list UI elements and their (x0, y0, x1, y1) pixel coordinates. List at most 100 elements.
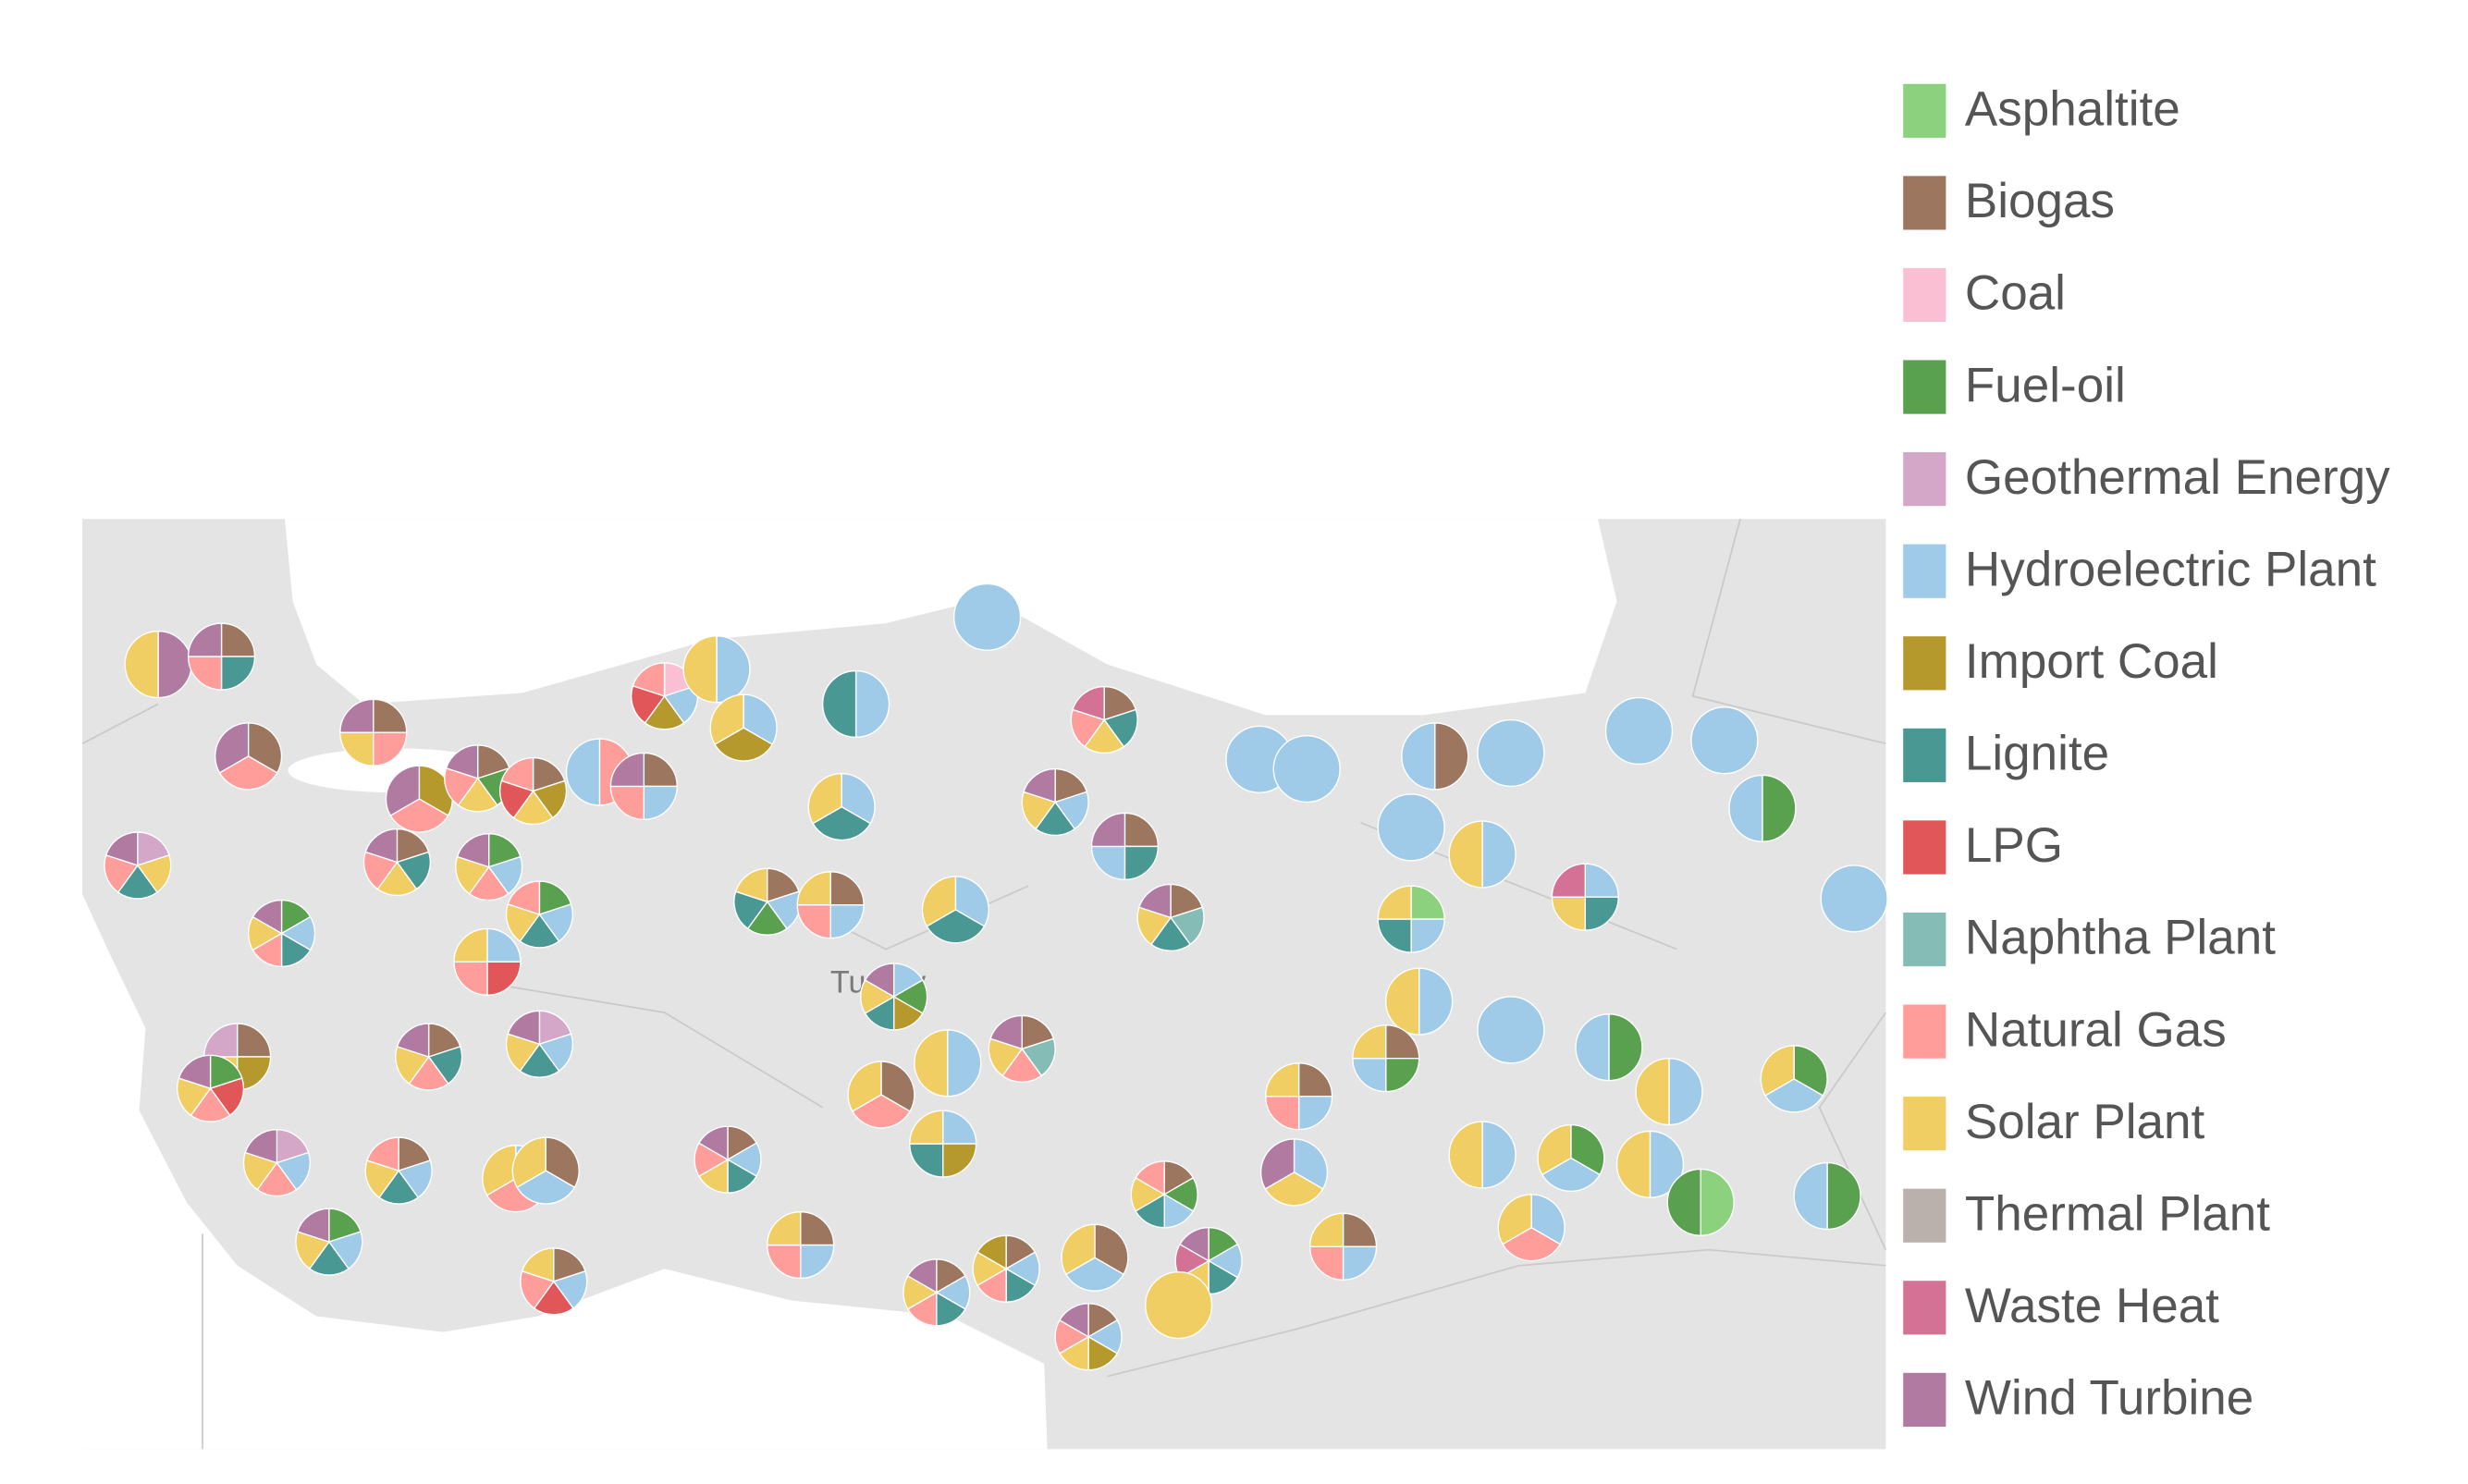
pie-slice[interactable] (209, 1077, 245, 1117)
pie-slice[interactable] (988, 1037, 1024, 1077)
legend-label[interactable]: Waste Heat (1965, 1279, 2219, 1333)
pie[interactable] (1477, 718, 1545, 788)
pie[interactable] (796, 871, 865, 939)
legend-item[interactable]: Solar Plant (1903, 1095, 2205, 1151)
pie-slice[interactable] (914, 1029, 949, 1098)
pie-slice[interactable] (1377, 793, 1445, 862)
pie-slice[interactable] (376, 861, 418, 897)
legend-item[interactable]: Biogas (1903, 174, 2115, 230)
pie-slice[interactable] (362, 851, 399, 890)
pie[interactable] (1666, 1168, 1735, 1236)
pie-slice[interactable] (1059, 1303, 1089, 1338)
pie[interactable] (1497, 1194, 1566, 1262)
pie-slice[interactable] (398, 1159, 433, 1199)
pie-slice[interactable] (1820, 865, 1888, 933)
pie-slice[interactable] (482, 1145, 517, 1196)
pie-slice[interactable] (1179, 1227, 1209, 1262)
legend-item[interactable]: Coal (1903, 266, 2066, 323)
pie-slice[interactable] (921, 876, 957, 927)
pie[interactable] (1136, 883, 1205, 952)
pie-slice[interactable] (1090, 812, 1126, 848)
pie-slice[interactable] (190, 1087, 231, 1122)
pie-slice[interactable] (444, 767, 479, 806)
pie[interactable] (1021, 767, 1089, 837)
pie[interactable] (1377, 793, 1445, 862)
legend-item[interactable]: Hydroelectric Plant (1903, 542, 2376, 598)
pie[interactable] (1265, 1062, 1333, 1131)
pie-slice[interactable] (643, 785, 678, 821)
pie-slice[interactable] (1054, 791, 1089, 830)
pie-slice[interactable] (1001, 1048, 1043, 1084)
pie-slice[interactable] (822, 669, 857, 739)
pie-slice[interactable] (1265, 1062, 1300, 1098)
pie-slice[interactable] (427, 1046, 463, 1085)
legend-swatch[interactable] (1903, 636, 1946, 691)
pie-slice[interactable] (976, 1234, 1007, 1270)
pie[interactable] (1385, 967, 1454, 1036)
pie-slice[interactable] (1668, 1057, 1703, 1126)
legend-swatch[interactable] (1903, 912, 1946, 967)
legend-swatch[interactable] (1903, 544, 1946, 598)
pie-slice[interactable] (767, 1210, 802, 1246)
pie-slice[interactable] (220, 622, 256, 657)
pie-slice[interactable] (453, 927, 488, 963)
pie-slice[interactable] (104, 853, 139, 893)
legend-swatch[interactable] (1903, 452, 1946, 507)
pie-slice[interactable] (1021, 1037, 1056, 1077)
pie-slice[interactable] (104, 831, 139, 866)
legend-label[interactable]: LPG (1965, 818, 2063, 873)
pie-slice[interactable] (1481, 820, 1516, 889)
pie[interactable] (1308, 1212, 1378, 1281)
pie[interactable] (499, 756, 568, 826)
pie[interactable] (609, 752, 678, 821)
pie[interactable] (1448, 1121, 1516, 1189)
pie-slice[interactable] (1021, 791, 1057, 830)
pie-slice[interactable] (906, 1258, 938, 1294)
pie[interactable] (1551, 863, 1619, 931)
legend-item[interactable]: Natural Gas (1903, 1002, 2227, 1059)
pie[interactable] (187, 622, 256, 691)
legend-swatch[interactable] (1903, 820, 1946, 875)
pie[interactable] (988, 1014, 1056, 1084)
pie-slice[interactable] (1084, 718, 1125, 754)
pie-slice[interactable] (187, 622, 223, 657)
pie[interactable] (733, 867, 802, 936)
pie[interactable] (364, 1136, 433, 1205)
pie-slice[interactable] (1023, 767, 1056, 803)
legend-item[interactable]: LPG (1903, 818, 2063, 875)
pie[interactable] (767, 1210, 835, 1280)
pie-slice[interactable] (709, 693, 744, 746)
legend-label[interactable]: Hydroelectric Plant (1965, 542, 2376, 596)
pie[interactable] (1477, 996, 1545, 1064)
pie-slice[interactable] (1385, 1057, 1420, 1093)
pie-slice[interactable] (220, 656, 256, 691)
pie-slice[interactable] (507, 1010, 541, 1046)
pie-slice[interactable] (1352, 1057, 1387, 1093)
pie-slice[interactable] (942, 1143, 977, 1178)
pie-slice[interactable] (1410, 885, 1445, 920)
legend-label[interactable]: Coal (1965, 266, 2066, 321)
pie[interactable] (295, 1208, 363, 1276)
pie[interactable] (902, 1258, 971, 1327)
pie-slice[interactable] (512, 790, 554, 826)
pie-slice[interactable] (1070, 708, 1106, 748)
pie-slice[interactable] (1169, 906, 1205, 946)
pie[interactable] (1054, 1303, 1123, 1371)
pie[interactable] (505, 1010, 573, 1078)
pie-slice[interactable] (1497, 1194, 1532, 1245)
pie[interactable] (972, 1234, 1040, 1303)
pie-slice[interactable] (244, 1128, 278, 1164)
pie-slice[interactable] (453, 961, 488, 996)
pie-slice[interactable] (1090, 845, 1126, 881)
pie-slice[interactable] (1477, 996, 1545, 1064)
pie-slice[interactable] (1138, 883, 1172, 919)
pie[interactable] (1728, 774, 1797, 842)
pie-slice[interactable] (455, 855, 490, 895)
pie[interactable] (1401, 722, 1469, 791)
pie-slice[interactable] (519, 1043, 560, 1078)
pie-slice[interactable] (1418, 967, 1454, 1036)
pie[interactable] (631, 662, 699, 730)
pie-slice[interactable] (733, 890, 768, 930)
pie[interactable] (214, 722, 283, 791)
pie-slice[interactable] (1481, 1121, 1516, 1189)
